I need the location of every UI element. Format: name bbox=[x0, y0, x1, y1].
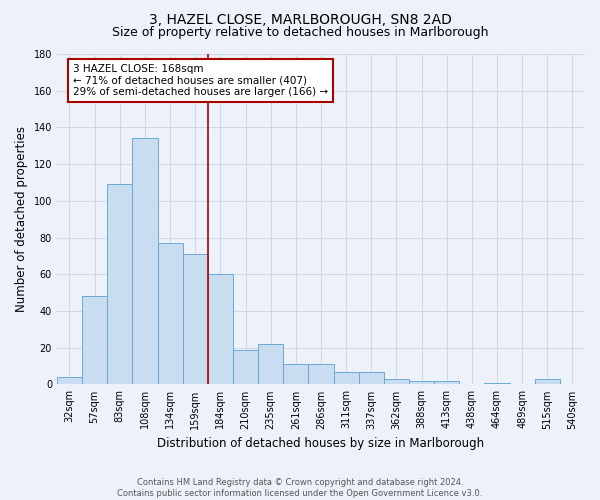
Bar bbox=[57, 377, 82, 384]
Bar bbox=[283, 364, 308, 384]
Bar bbox=[258, 344, 283, 385]
Bar bbox=[208, 274, 233, 384]
Text: 3, HAZEL CLOSE, MARLBOROUGH, SN8 2AD: 3, HAZEL CLOSE, MARLBOROUGH, SN8 2AD bbox=[149, 12, 451, 26]
Bar bbox=[82, 296, 107, 384]
Text: 3 HAZEL CLOSE: 168sqm
← 71% of detached houses are smaller (407)
29% of semi-det: 3 HAZEL CLOSE: 168sqm ← 71% of detached … bbox=[73, 64, 328, 97]
Bar bbox=[233, 350, 258, 384]
Bar bbox=[182, 254, 208, 384]
Bar bbox=[409, 381, 434, 384]
Bar bbox=[484, 382, 509, 384]
Text: Contains HM Land Registry data © Crown copyright and database right 2024.
Contai: Contains HM Land Registry data © Crown c… bbox=[118, 478, 482, 498]
Y-axis label: Number of detached properties: Number of detached properties bbox=[15, 126, 28, 312]
X-axis label: Distribution of detached houses by size in Marlborough: Distribution of detached houses by size … bbox=[157, 437, 485, 450]
Bar bbox=[384, 379, 409, 384]
Bar bbox=[359, 372, 384, 384]
Bar bbox=[434, 381, 459, 384]
Bar bbox=[133, 138, 158, 384]
Bar bbox=[107, 184, 133, 384]
Text: Size of property relative to detached houses in Marlborough: Size of property relative to detached ho… bbox=[112, 26, 488, 39]
Bar bbox=[334, 372, 359, 384]
Bar bbox=[158, 243, 182, 384]
Bar bbox=[535, 379, 560, 384]
Bar bbox=[308, 364, 334, 384]
